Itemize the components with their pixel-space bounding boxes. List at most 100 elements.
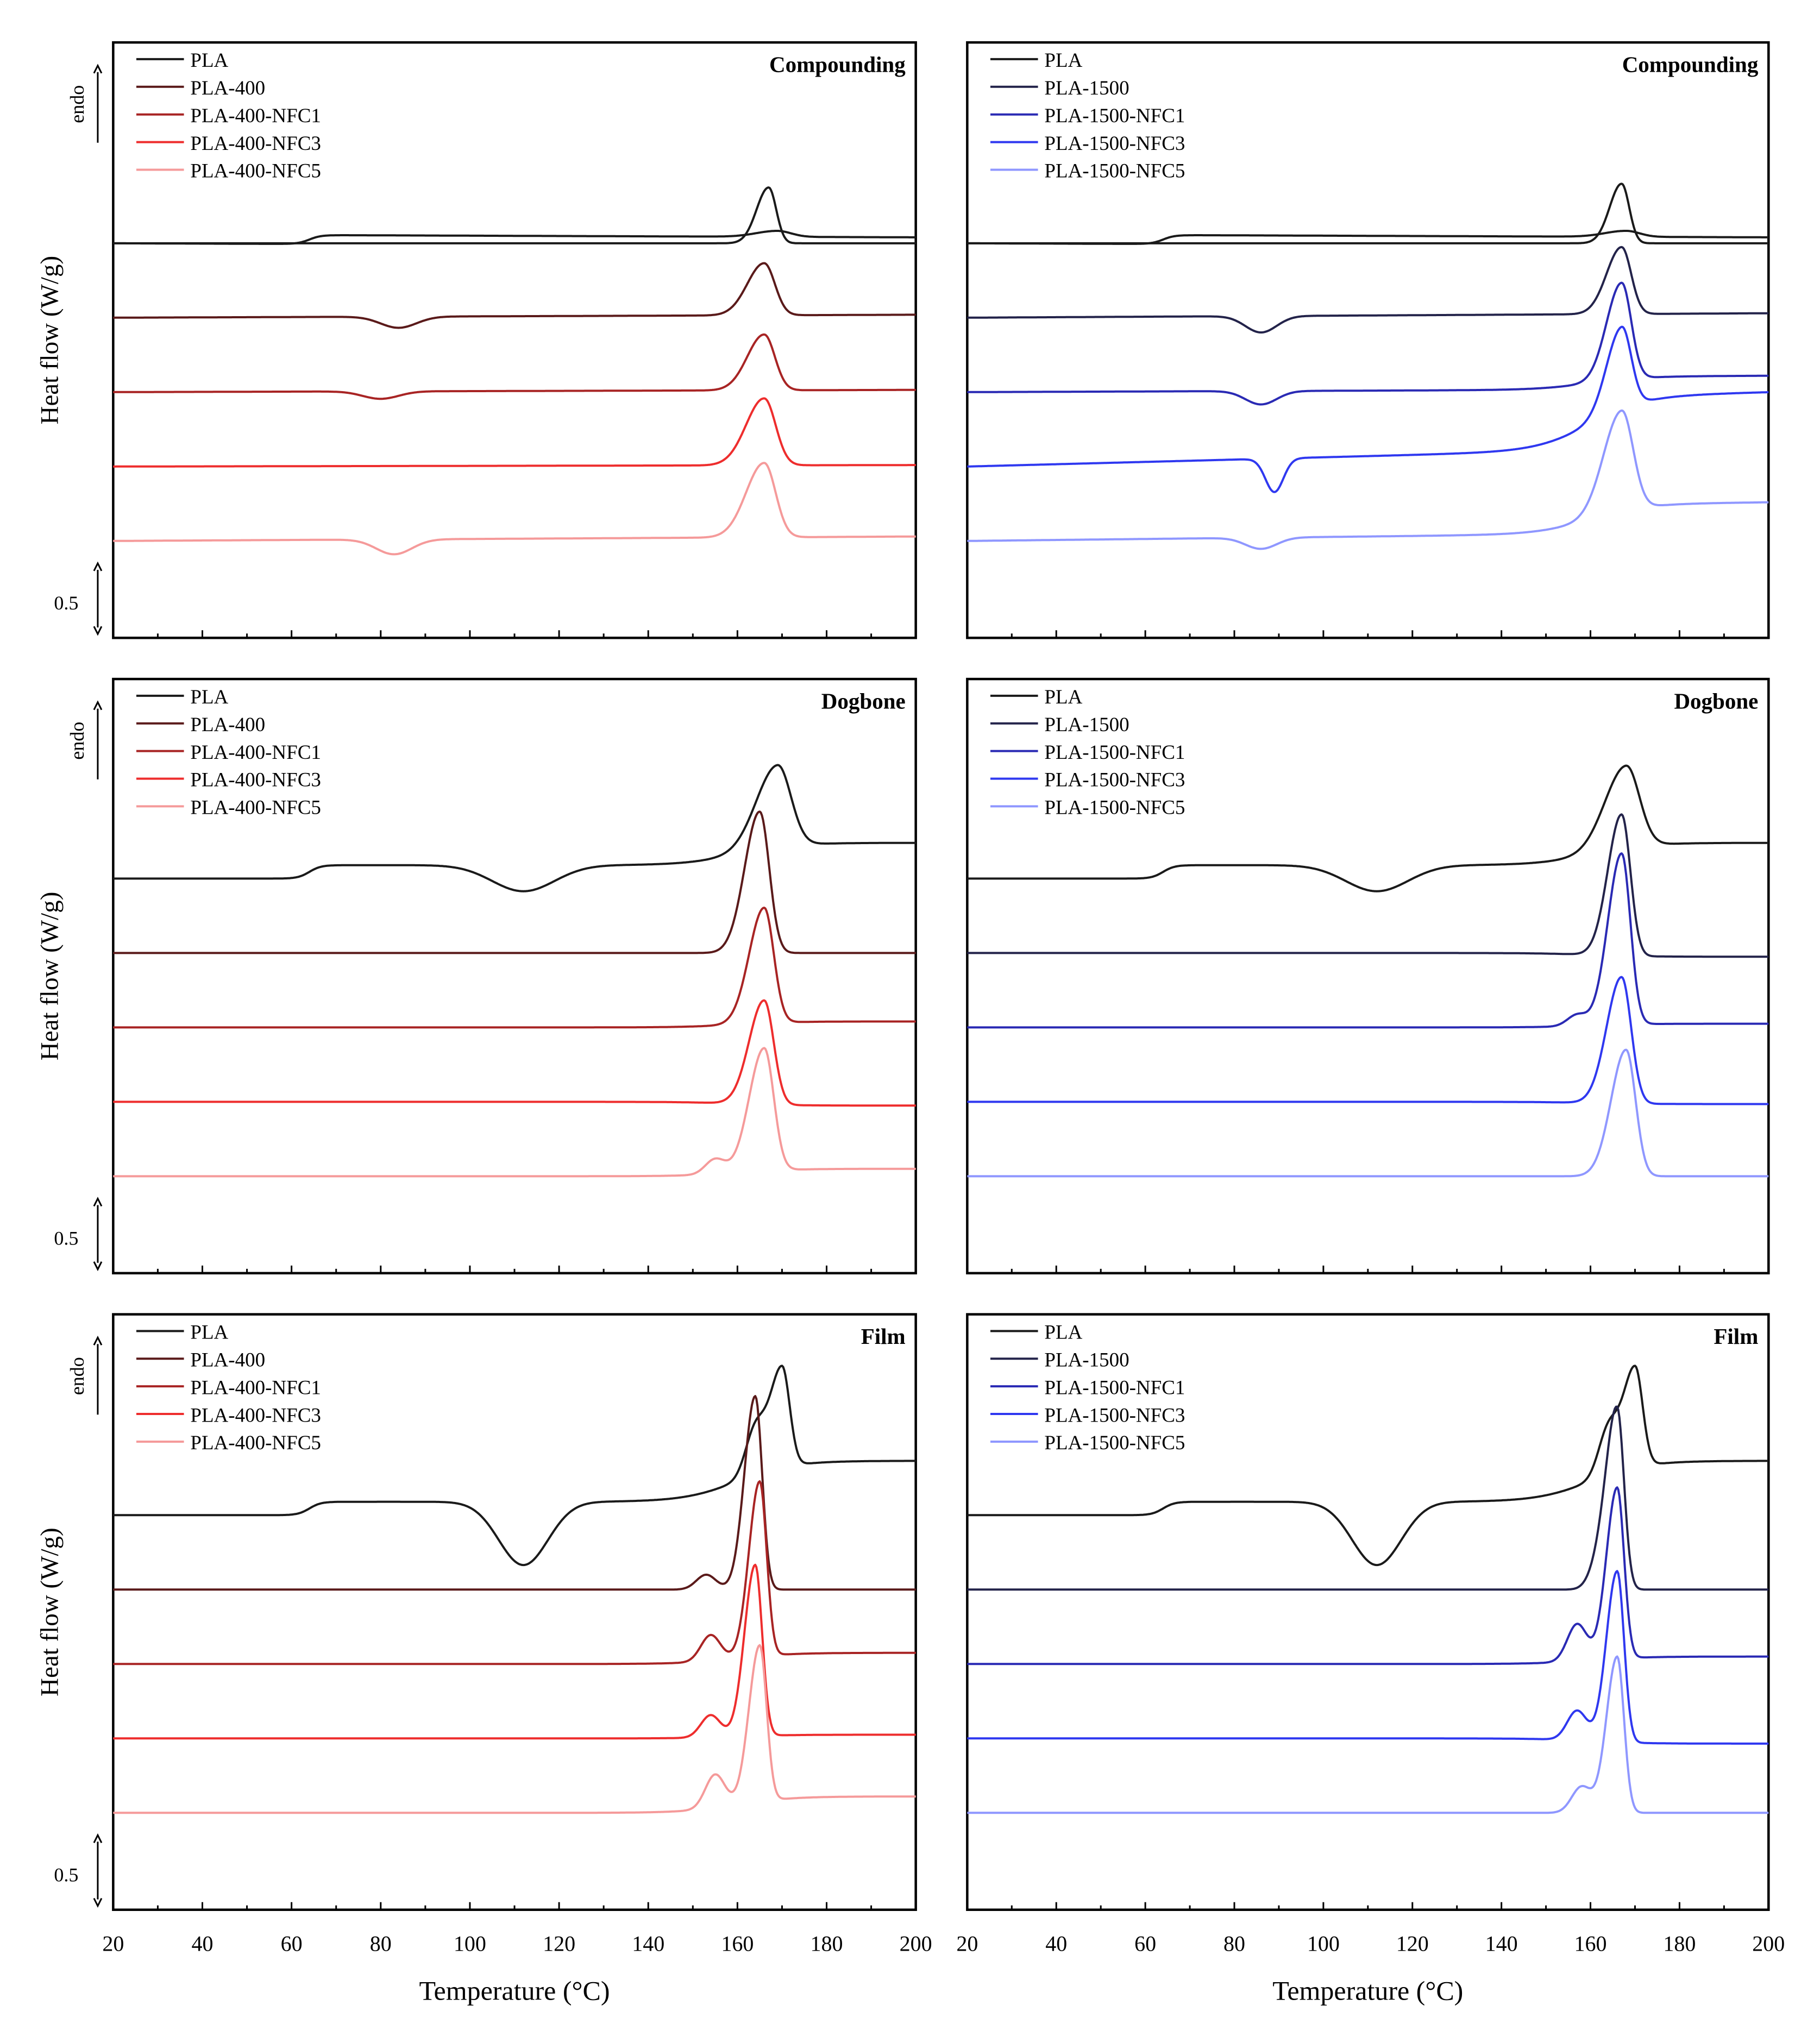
legend-label: PLA-400-NFC1	[190, 1376, 321, 1399]
x-tick-label: 80	[1223, 1931, 1245, 1956]
x-tick-label: 60	[1134, 1931, 1156, 1956]
x-tick-label: 180	[1663, 1931, 1696, 1956]
x-tick-label: 180	[811, 1931, 843, 1956]
x-tick-label: 120	[543, 1931, 575, 1956]
dsc-curve-pla-400	[113, 262, 916, 329]
panel-title: Film	[861, 1324, 906, 1349]
panel-title: Compounding	[769, 52, 906, 77]
dsc-curve-pla-1500-nfc3	[967, 325, 1769, 493]
x-tick-label: 120	[1396, 1931, 1429, 1956]
dsc-curve-pla-400	[113, 1395, 916, 1591]
x-tick-label: 160	[1574, 1931, 1607, 1956]
scale-label: 0.5	[54, 592, 78, 614]
legend-label: PLA-400-NFC1	[190, 741, 321, 764]
dsc-curve-pla-400-nfc5	[113, 462, 916, 556]
legend-label: PLA-400	[190, 1349, 265, 1371]
legend-label: PLA-1500-NFC1	[1044, 105, 1185, 127]
endo-label: endo	[66, 722, 88, 760]
x-tick-label: 20	[102, 1931, 124, 1956]
scale-label: 0.5	[54, 1228, 78, 1249]
plot-frame	[112, 677, 917, 1275]
legend-label: PLA	[190, 49, 228, 72]
dsc-curve-pla	[967, 183, 1769, 244]
plot-frame	[966, 677, 1770, 1275]
panel-top-right: PLA PLA-1500 PLA-1500-NFC1 PLA-1500-NFC3 PLA…	[966, 41, 1770, 639]
legend-label: PLA-1500-NFC1	[1044, 741, 1185, 764]
plot-frame	[112, 41, 917, 639]
legend-label: PLA-1500-NFC3	[1044, 133, 1185, 155]
x-tick-label: 100	[1307, 1931, 1340, 1956]
legend-label: PLA-400-NFC1	[190, 105, 321, 127]
dsc-curve-pla	[113, 764, 916, 892]
dsc-curve-pla-400-nfc1	[113, 333, 916, 400]
plot-frame	[112, 1313, 917, 1911]
legend-label: PLA-400-NFC3	[190, 769, 321, 791]
scale-bar-head	[93, 1197, 103, 1207]
y-axis-label: Heat flow (W/g)	[36, 1527, 64, 1696]
x-tick-label: 140	[1485, 1931, 1518, 1956]
dsc-curve-pla-400-nfc5	[113, 1644, 916, 1814]
x-axis-label: Temperature (°C)	[419, 1975, 610, 2006]
x-tick-label: 100	[454, 1931, 486, 1956]
panel-title: Film	[1714, 1324, 1758, 1349]
x-tick-label: 200	[1752, 1931, 1785, 1956]
x-axis-label: Temperature (°C)	[1272, 1975, 1463, 2006]
scale-bar-head	[93, 1833, 103, 1844]
dsc-curve-pla	[113, 186, 916, 244]
legend-label: PLA-1500-NFC5	[1044, 797, 1185, 819]
dsc-curve-pla-1500-nfc5	[967, 409, 1769, 550]
legend-label: PLA-400-NFC5	[190, 160, 321, 183]
dsc-curve-pla	[967, 764, 1769, 892]
legend-label: PLA-400-NFC5	[190, 797, 321, 819]
x-tick-label: 200	[900, 1931, 932, 1956]
legend-label: PLA	[1044, 49, 1082, 72]
dsc-curve-pla-1500	[967, 246, 1769, 334]
dsc-curve-pla-400	[113, 810, 916, 954]
x-tick-label: 40	[1045, 1931, 1067, 1956]
dsc-curve-pla-1500	[967, 1405, 1769, 1591]
plot-frame	[966, 41, 1770, 639]
panel-bottom-right: PLA PLA-1500 PLA-1500-NFC1 PLA-1500-NFC3 PLA…	[956, 1313, 1785, 2006]
endo-arrow-head	[93, 64, 103, 74]
x-tick-label: 40	[191, 1931, 213, 1956]
legend-label: PLA-400-NFC3	[190, 1404, 321, 1426]
scale-bar-head	[93, 1897, 103, 1908]
panel-title: Compounding	[1622, 52, 1759, 77]
endo-label: endo	[66, 1357, 88, 1395]
dsc-curve-pla	[967, 230, 1769, 245]
legend-label: PLA-1500	[1044, 714, 1129, 736]
legend-label: PLA-400	[190, 77, 265, 99]
dsc-curve-pla-400-nfc3	[113, 397, 916, 468]
x-tick-label: 60	[281, 1931, 303, 1956]
legend-label: PLA-1500	[1044, 1349, 1129, 1371]
dsc-curve-pla-1500	[967, 813, 1769, 958]
legend-label: PLA-1500-NFC5	[1044, 1432, 1185, 1454]
endo-label: endo	[66, 85, 88, 123]
dsc-curve-pla-1500-nfc5	[967, 1048, 1769, 1178]
dsc-curve-pla-400-nfc3	[113, 999, 916, 1107]
legend-label: PLA	[1044, 1322, 1082, 1344]
x-tick-label: 80	[370, 1931, 392, 1956]
legend-label: PLA-1500-NFC5	[1044, 160, 1185, 183]
dsc-curve-pla-400-nfc5	[113, 1047, 916, 1178]
legend-label: PLA	[190, 686, 228, 708]
legend-label: PLA	[190, 1322, 228, 1344]
scale-bar-head	[93, 561, 103, 571]
endo-arrow-head	[93, 700, 103, 711]
dsc-curve-pla	[967, 1365, 1769, 1567]
legend-label: PLA-1500	[1044, 77, 1129, 99]
dsc-curve-pla-1500-nfc1	[967, 852, 1769, 1029]
dsc-curve-pla-400-nfc1	[113, 907, 916, 1029]
legend-label: PLA-1500-NFC3	[1044, 1404, 1185, 1426]
x-tick-label: 140	[632, 1931, 664, 1956]
x-tick-label: 160	[721, 1931, 754, 1956]
y-axis-label: Heat flow (W/g)	[36, 892, 64, 1061]
dsc-curve-pla	[113, 230, 916, 245]
panel-title: Dogbone	[1674, 688, 1758, 713]
legend-label: PLA-1500-NFC1	[1044, 1376, 1185, 1399]
panel-top-left: PLA PLA-400 PLA-400-NFC1 PLA-400-NFC3 PLA-40…	[36, 41, 917, 639]
dsc-curve-pla-1500-nfc1	[967, 281, 1769, 406]
dsc-curve-pla-1500-nfc5	[967, 1655, 1769, 1814]
plot-frame	[966, 1313, 1770, 1911]
legend-label: PLA-400-NFC5	[190, 1432, 321, 1454]
